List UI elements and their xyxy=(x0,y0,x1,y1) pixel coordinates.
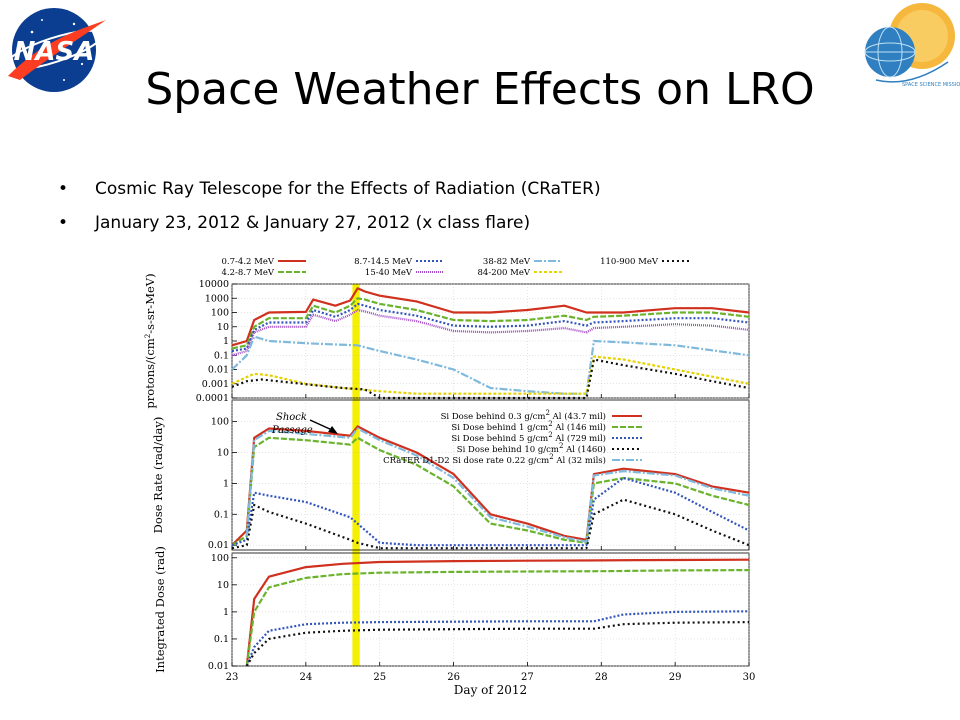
x-axis-label: Day of 2012 xyxy=(454,683,527,697)
annotation-text: Shock xyxy=(276,412,307,423)
legend-label: Si Dose behind 5 g/cm2 Al (729 mil) xyxy=(451,431,606,444)
y-tick-label: 0.0001 xyxy=(196,393,229,404)
series-line xyxy=(245,621,750,667)
slide-title: Space Weather Effects on LRO xyxy=(145,64,815,115)
series-line xyxy=(231,425,750,546)
series-line xyxy=(245,427,750,543)
y-tick-label: 0.1 xyxy=(214,350,229,361)
y-tick-label: 1 xyxy=(223,478,229,489)
x-tick-label: 27 xyxy=(521,672,534,683)
x-tick-label: 25 xyxy=(373,672,386,683)
series-line xyxy=(245,569,750,667)
series-line xyxy=(231,358,750,400)
series-line xyxy=(245,610,750,667)
series-line xyxy=(231,476,750,547)
series-line xyxy=(231,308,750,357)
crater-radiation-chart: 10000 1000 100 10 1 0.1 0.01 0.001 0.0001 protons… xyxy=(143,257,756,697)
series-line xyxy=(231,355,750,395)
x-tick-label: 28 xyxy=(595,672,608,683)
annotation-text: Passage xyxy=(271,425,313,436)
bullet-item: January 23, 2012 & January 27, 2012 (x c… xyxy=(58,206,601,240)
legend-label: 110-900 MeV xyxy=(600,257,659,267)
nasa-logo: NASA xyxy=(5,8,106,92)
x-tick-label: 30 xyxy=(743,672,756,683)
x-tick-label: 23 xyxy=(226,672,239,683)
legend-label: 38-82 MeV xyxy=(483,257,531,267)
y-tick-label: 0.1 xyxy=(214,634,229,645)
bullet-item: Cosmic Ray Telescope for the Effects of … xyxy=(58,172,601,206)
shock-passage-band xyxy=(352,284,360,666)
y-tick-label: 1 xyxy=(223,336,229,347)
legend-label: 84-200 MeV xyxy=(478,268,531,278)
series-line xyxy=(231,498,750,550)
y-tick-label: 0.1 xyxy=(214,509,229,520)
x-tick-label: 26 xyxy=(447,672,460,683)
y-axis-label: Dose Rate (rad/day) xyxy=(151,417,165,534)
legend-label: Si Dose behind 10 g/cm2 Al (1460) xyxy=(457,442,606,455)
y-tick-label: 100 xyxy=(211,308,229,319)
x-tick-label: 29 xyxy=(669,672,682,683)
legend-label: 15-40 MeV xyxy=(365,268,413,278)
y-tick-label: 0.01 xyxy=(208,365,229,376)
series-line xyxy=(231,436,750,547)
series-line xyxy=(231,302,750,353)
y-tick-label: 100 xyxy=(211,417,229,428)
legend-label: CRaTER D1-D2 Si dose rate 0.22 g/cm2 Al … xyxy=(383,453,606,466)
series-line xyxy=(231,335,750,395)
legend-label: Si Dose behind 1 g/cm2 Al (146 mil) xyxy=(451,420,606,433)
legend-label: 8.7-14.5 MeV xyxy=(354,257,413,267)
y-tick-label: 10000 xyxy=(199,279,229,290)
y-tick-label: 0.01 xyxy=(208,661,229,672)
bullet-list: Cosmic Ray Telescope for the Effects of … xyxy=(58,172,601,240)
legend-label: 0.7-4.2 MeV xyxy=(222,257,275,267)
y-axis-label: Integrated Dose (rad) xyxy=(153,546,167,673)
y-tick-label: 10 xyxy=(217,580,229,591)
y-tick-label: 100 xyxy=(211,553,229,564)
y-tick-label: 0.001 xyxy=(202,379,229,390)
y-tick-label: 0.01 xyxy=(208,540,229,551)
svg-text:NASA: NASA xyxy=(14,37,95,67)
x-tick-label: 24 xyxy=(299,672,312,683)
series-line xyxy=(245,558,750,667)
y-tick-label: 1 xyxy=(223,607,229,618)
svg-text:SPACE SCIENCE MISSION DIRECTOR: SPACE SCIENCE MISSION DIRECTORATE xyxy=(902,82,960,88)
legend-label: Si Dose behind 0.3 g/cm2 Al (43.7 mil) xyxy=(441,409,606,422)
y-tick-label: 1000 xyxy=(205,293,229,304)
panel-frame xyxy=(231,552,750,667)
annotation-arrowhead xyxy=(328,426,338,434)
y-tick-label: 10 xyxy=(217,448,229,459)
y-axis-label: protons/(cm2-s-sr-MeV) xyxy=(143,273,157,408)
annotation-arrow xyxy=(309,419,333,431)
legend-label: 4.2-8.7 MeV xyxy=(222,268,275,278)
smd-logo: SPACE SCIENCE MISSION DIRECTORATE xyxy=(864,3,960,88)
y-tick-label: 10 xyxy=(217,322,229,333)
series-line xyxy=(231,287,750,347)
series-line xyxy=(231,297,750,350)
